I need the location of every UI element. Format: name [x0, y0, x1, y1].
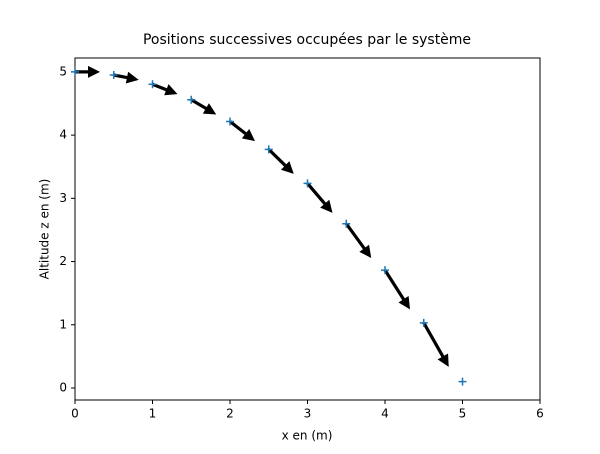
chart-title: Positions successives occupées par le sy…	[143, 32, 471, 48]
point-marker	[148, 80, 157, 89]
x-tick-label: 2	[226, 407, 234, 421]
velocity-arrow	[267, 148, 294, 174]
velocity-arrow	[190, 98, 217, 115]
x-tick-label: 1	[149, 407, 157, 421]
point-marker	[187, 95, 196, 104]
y-tick-label: 0	[59, 380, 67, 394]
point-marker	[458, 377, 467, 386]
velocity-arrow	[422, 322, 449, 367]
velocity-arrow	[113, 71, 139, 84]
velocity-arrow	[229, 120, 255, 142]
y-tick-label: 2	[59, 254, 67, 268]
x-axis-label: x en (m)	[282, 429, 333, 443]
point-marker	[109, 71, 118, 80]
point-marker	[303, 179, 312, 188]
velocity-arrow	[383, 269, 410, 310]
velocity-arrow	[306, 182, 333, 213]
point-marker	[264, 145, 273, 154]
axes-frame	[74, 57, 541, 401]
point-marker	[419, 318, 428, 327]
y-tick-label: 1	[59, 317, 67, 331]
point-marker	[71, 67, 79, 76]
velocity-arrow	[75, 65, 100, 78]
velocity-arrow	[151, 82, 178, 96]
y-tick-label: 5	[59, 64, 67, 78]
x-tick-label: 6	[536, 407, 544, 421]
x-tick-label: 5	[459, 407, 467, 421]
y-tick-label: 4	[59, 128, 67, 142]
x-tick-label: 3	[304, 407, 312, 421]
y-tick-label: 3	[59, 191, 67, 205]
point-marker	[381, 266, 389, 275]
y-axis-label: Altitude z en (m)	[38, 179, 52, 280]
velocity-arrow	[344, 222, 372, 258]
point-marker	[226, 117, 234, 126]
point-marker	[342, 219, 351, 228]
x-tick-label: 0	[71, 407, 79, 421]
x-tick-label: 4	[381, 407, 389, 421]
